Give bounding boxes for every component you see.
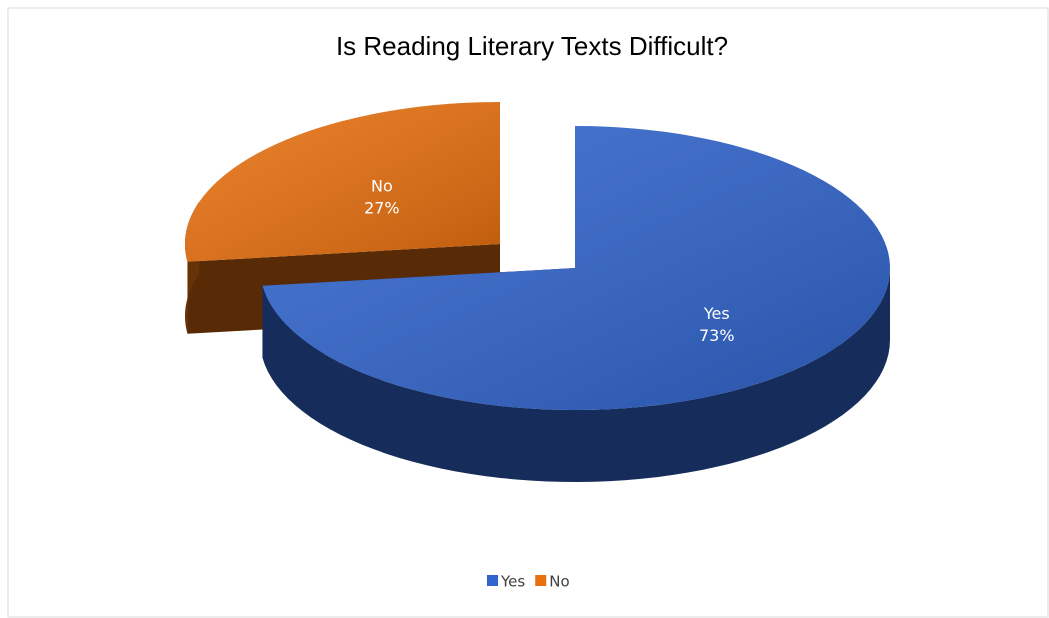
slice-side [262, 268, 890, 482]
slice-shade [262, 126, 890, 410]
legend-label: No [549, 573, 569, 591]
data-label-category: Yes [703, 304, 730, 323]
data-label-value: 27% [364, 199, 400, 218]
data-label-category: No [371, 177, 393, 196]
chart-title: Is Reading Literary Texts Difficult? [336, 31, 728, 61]
slice-shade [185, 102, 500, 262]
legend-swatch [487, 575, 498, 586]
data-label-value: 73% [699, 326, 735, 345]
pie-slice [262, 126, 890, 482]
legend-swatch [535, 575, 547, 586]
legend-label: Yes [500, 573, 525, 591]
